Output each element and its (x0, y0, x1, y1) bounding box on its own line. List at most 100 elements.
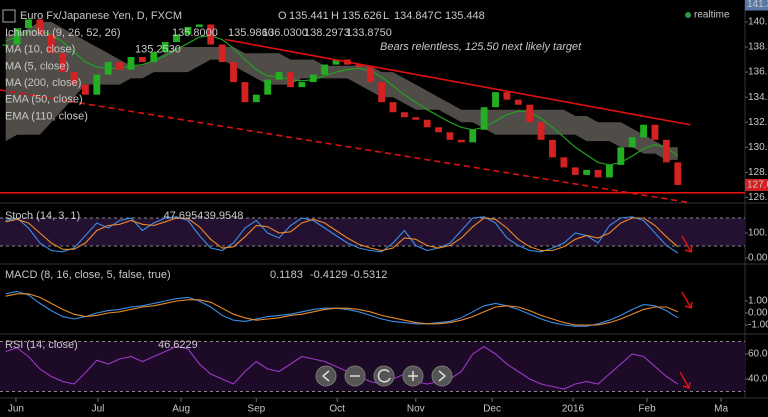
candle (275, 72, 283, 80)
candle (36, 19, 44, 35)
candle (503, 92, 511, 100)
panel-readout: 0.1183 (270, 269, 303, 281)
candle (628, 137, 636, 148)
candle (218, 44, 226, 63)
candle (674, 162, 682, 185)
ichimoku-cloud (5, 21, 678, 160)
panel-readout: 46.6229 (158, 339, 198, 351)
candle (480, 107, 488, 130)
candle (446, 132, 454, 140)
x-tick-label: Oct (329, 404, 345, 415)
candle (207, 24, 215, 45)
price-marker (745, 178, 768, 191)
indicator-line (5, 293, 679, 326)
panel-label: RSI (14, close) (5, 339, 78, 351)
candle (469, 129, 477, 143)
ohlc-value: 135.441 (289, 10, 329, 22)
candle (287, 72, 294, 88)
x-tick-label: Dec (483, 404, 501, 415)
x-tick-label: Feb (638, 404, 656, 415)
y-tick-label: 0.0000 (748, 308, 768, 319)
candle (150, 52, 158, 63)
candle (606, 164, 613, 178)
candle (184, 26, 192, 35)
indicator-label: EMA (50, close) (5, 94, 83, 106)
y-tick-label: 130.000 (748, 142, 768, 153)
y-tick-label: 0.0000 (748, 253, 768, 264)
candle (537, 122, 545, 140)
candle (161, 42, 169, 53)
indicator-readout: 135.2530 (135, 44, 181, 56)
y-tick-label: -1.0000 (748, 320, 768, 331)
realtime-dot (685, 12, 691, 18)
candle (59, 53, 67, 73)
ohlc-value: 135.448 (445, 10, 485, 22)
ohlc-key: H (331, 10, 339, 22)
indicator-label: MA (5, close) (5, 60, 69, 72)
candle (583, 169, 591, 175)
trendline (0, 89, 691, 204)
x-tick-label: Jul (92, 404, 105, 415)
candle (93, 74, 101, 95)
indicator-readout: 133.8750 (346, 27, 392, 39)
candle (104, 62, 112, 75)
candle (594, 169, 602, 178)
annotation: Bears relentless, 125.50 next likely tar… (380, 41, 582, 53)
symbol-icon (2, 9, 16, 23)
candle (70, 72, 78, 85)
candle (492, 92, 499, 108)
candle (264, 79, 272, 95)
panel-readout: -0.5312 (350, 269, 387, 281)
x-tick-label: Jun (8, 404, 24, 415)
candle (355, 64, 363, 68)
scroll-right-button[interactable] (431, 365, 453, 387)
arrow (681, 291, 693, 309)
annotation-arrows (679, 235, 693, 389)
x-tick-label: Nov (407, 404, 425, 415)
y-tick-label: 1.0000 (748, 296, 768, 307)
ohlc-key: C (434, 10, 442, 22)
y-tick-label: 126.000 (748, 192, 768, 203)
candle (640, 124, 648, 138)
candle (309, 74, 317, 83)
price-marker (745, 0, 768, 11)
indicator-label: EMA (110, close) (5, 110, 88, 122)
candle (571, 167, 579, 175)
candle (400, 112, 408, 118)
candle (47, 34, 55, 54)
y-tick-label: 134.000 (748, 92, 768, 103)
candle (241, 82, 249, 103)
candle (13, 28, 21, 45)
candle (25, 19, 32, 29)
y-tick-label: 40.0000 (748, 374, 768, 385)
candle (662, 139, 670, 163)
candle (127, 57, 135, 70)
ohlc-value: 135.626 (342, 10, 382, 22)
candle (514, 99, 522, 105)
indicator-readout: 135.9860 (228, 27, 274, 39)
arrow (681, 235, 693, 253)
candle (82, 84, 89, 95)
indicator-line (5, 216, 679, 254)
indicator-label: MA (10, close) (5, 44, 75, 56)
realtime-label: realtime (694, 10, 730, 21)
y-tick-label: 140.000 (748, 17, 768, 28)
price-marker-label: 127.002 (747, 180, 768, 191)
y-tick-label: 132.000 (748, 117, 768, 128)
reset-button[interactable] (373, 365, 395, 387)
y-tick-label: 128.000 (748, 167, 768, 178)
y-tick-label: 138.000 (748, 42, 768, 53)
panel-label: MACD (8, 16, close, 5, false, true) (5, 269, 171, 281)
scroll-left-button[interactable] (315, 365, 337, 387)
indicator-line (5, 217, 679, 252)
candle (332, 59, 340, 65)
chart-title: Euro Fx/Japanese Yen, D, FXCM (20, 10, 182, 22)
indicator-line (5, 290, 679, 327)
indicator-label: Ichimoku (9, 26, 52, 26) (5, 27, 121, 39)
y-tick-label: 60.0000 (748, 349, 768, 360)
candle (321, 64, 329, 75)
candle (560, 157, 568, 168)
candle (195, 24, 203, 27)
candle (549, 139, 556, 158)
